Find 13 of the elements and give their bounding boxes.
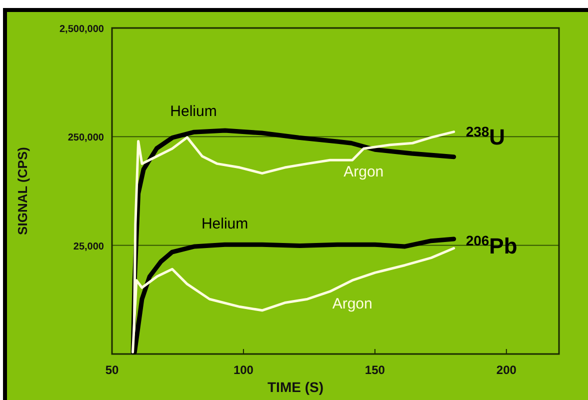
series-label: Argon [332,295,372,312]
series-label: Helium [201,216,248,233]
y-axis-title: SIGNAL (CPS) [15,147,30,235]
x-tick-label: 100 [233,363,254,377]
x-tick-label: 200 [496,363,517,377]
series-label: Helium [170,103,217,120]
y-tick-label: 250,000 [68,132,104,144]
y-tick-label: 25,000 [73,241,104,252]
x-tick-label: 150 [364,363,386,377]
x-axis-title: TIME (S) [268,379,324,395]
y-tick-label: 2,500,000 [60,24,104,35]
series-label: Argon [344,164,384,181]
x-tick-label: 50 [105,363,119,377]
